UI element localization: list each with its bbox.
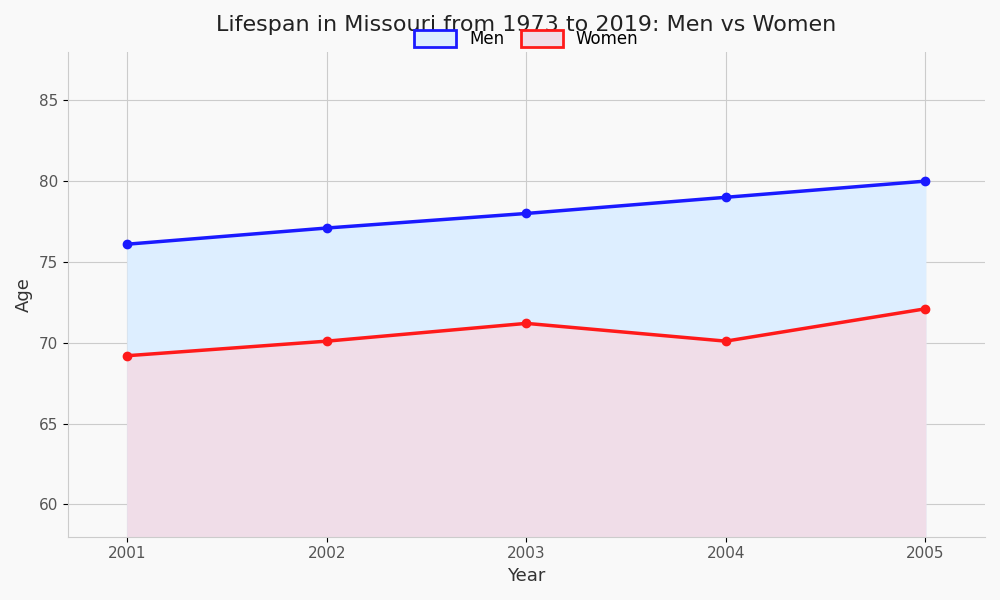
Y-axis label: Age: Age: [15, 277, 33, 312]
Title: Lifespan in Missouri from 1973 to 2019: Men vs Women: Lifespan in Missouri from 1973 to 2019: …: [216, 15, 836, 35]
X-axis label: Year: Year: [507, 567, 546, 585]
Legend: Men, Women: Men, Women: [406, 22, 647, 56]
